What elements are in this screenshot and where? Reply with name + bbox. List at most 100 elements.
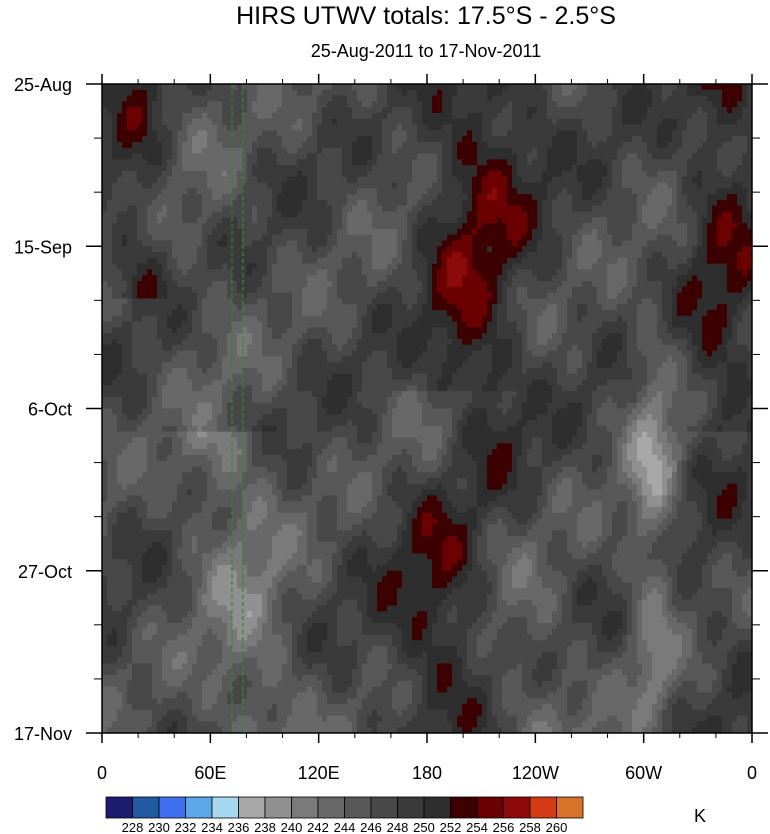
heatmap-cell: [182, 176, 188, 184]
heatmap-cell: [257, 217, 263, 224]
heatmap-cell: [562, 252, 568, 259]
heatmap-cell: [337, 240, 343, 247]
heatmap-cell: [357, 188, 363, 195]
heatmap-cell: [667, 223, 673, 230]
heatmap-cell: [357, 298, 363, 305]
heatmap-cell: [687, 188, 693, 195]
heatmap-cell: [287, 165, 293, 172]
heatmap-cell: [252, 228, 258, 236]
heatmap-cell: [487, 147, 493, 155]
heatmap-cell: [437, 136, 443, 143]
heatmap-cell: [337, 136, 343, 143]
heatmap-cell: [242, 281, 248, 288]
heatmap-cell: [372, 95, 378, 102]
heatmap-cell: [412, 112, 418, 120]
heatmap-cell: [302, 281, 308, 288]
heatmap-cell: [572, 263, 578, 271]
heatmap-cell: [147, 176, 153, 184]
heatmap-cell: [437, 252, 443, 259]
heatmap-cell: [327, 124, 333, 131]
heatmap-cell: [737, 252, 743, 259]
heatmap-cell: [387, 159, 393, 166]
heatmap-cell: [172, 257, 178, 265]
heatmap-cell: [677, 147, 683, 155]
heatmap-cell: [217, 182, 223, 189]
heatmap-cell: [477, 159, 483, 166]
heatmap-cell: [292, 269, 298, 276]
heatmap-cell: [317, 246, 323, 253]
heatmap-cell: [537, 136, 543, 143]
heatmap-cell: [737, 141, 743, 149]
heatmap-cell: [237, 298, 243, 305]
heatmap-cell: [322, 153, 328, 160]
heatmap-cell: [582, 107, 588, 114]
heatmap-cell: [237, 95, 243, 102]
heatmap-cell: [297, 89, 303, 97]
heatmap-cell: [317, 211, 323, 218]
heatmap-cell: [577, 217, 583, 224]
heatmap-cell: [712, 124, 718, 131]
heatmap-cell: [507, 95, 513, 102]
heatmap-cell: [642, 153, 648, 160]
heatmap-cell: [482, 153, 488, 160]
heatmap-cell: [242, 286, 248, 294]
heatmap-cell: [672, 89, 678, 97]
heatmap-cell: [462, 89, 468, 97]
heatmap-cell: [167, 205, 173, 213]
heatmap-cell: [227, 298, 233, 305]
heatmap-cell: [392, 240, 398, 247]
heatmap-cell: [332, 234, 338, 242]
heatmap-cell: [387, 107, 393, 114]
heatmap-cell: [487, 124, 493, 131]
heatmap-cell: [502, 228, 508, 236]
heatmap-cell: [727, 217, 733, 224]
heatmap-cell: [192, 136, 198, 143]
heatmap-cell: [427, 124, 433, 131]
heatmap-cell: [127, 217, 133, 224]
heatmap-cell: [642, 188, 648, 195]
heatmap-cell: [292, 246, 298, 253]
heatmap-cell: [297, 124, 303, 131]
heatmap-cell: [412, 246, 418, 253]
heatmap-cell: [602, 112, 608, 120]
heatmap-cell: [697, 89, 703, 97]
heatmap-cell: [627, 124, 633, 131]
heatmap-cell: [167, 118, 173, 126]
heatmap-cell: [597, 194, 603, 201]
heatmap-cell: [377, 217, 383, 224]
heatmap-cell: [162, 286, 168, 294]
heatmap-cell: [192, 89, 198, 97]
heatmap-cell: [272, 205, 278, 213]
heatmap-cell: [702, 176, 708, 184]
heatmap-cell: [402, 194, 408, 201]
heatmap-cell: [432, 153, 438, 160]
heatmap-cell: [172, 228, 178, 236]
heatmap-cell: [577, 298, 583, 305]
heatmap-cell: [257, 281, 263, 288]
heatmap-cell: [397, 153, 403, 160]
heatmap-cell: [582, 298, 588, 305]
heatmap-cell: [267, 246, 273, 253]
heatmap-cell: [372, 199, 378, 207]
heatmap-cell: [422, 101, 428, 108]
heatmap-cell: [317, 176, 323, 184]
heatmap-cell: [627, 252, 633, 259]
heatmap-cell: [107, 101, 113, 108]
heatmap-cell: [372, 286, 378, 294]
heatmap-cell: [627, 298, 633, 305]
heatmap-cell: [412, 257, 418, 265]
heatmap-cell: [532, 286, 538, 294]
heatmap-cell: [672, 147, 678, 155]
heatmap-cell: [277, 182, 283, 189]
heatmap-cell: [547, 281, 553, 288]
heatmap-cell: [182, 165, 188, 172]
heatmap-cell: [357, 153, 363, 160]
heatmap-cell: [267, 205, 273, 213]
heatmap-cell: [522, 170, 528, 178]
heatmap-cell: [717, 199, 723, 207]
heatmap-cell: [572, 118, 578, 126]
heatmap-cell: [677, 95, 683, 102]
heatmap-cell: [562, 107, 568, 114]
heatmap-cell: [637, 84, 643, 91]
heatmap-cell: [187, 252, 193, 259]
